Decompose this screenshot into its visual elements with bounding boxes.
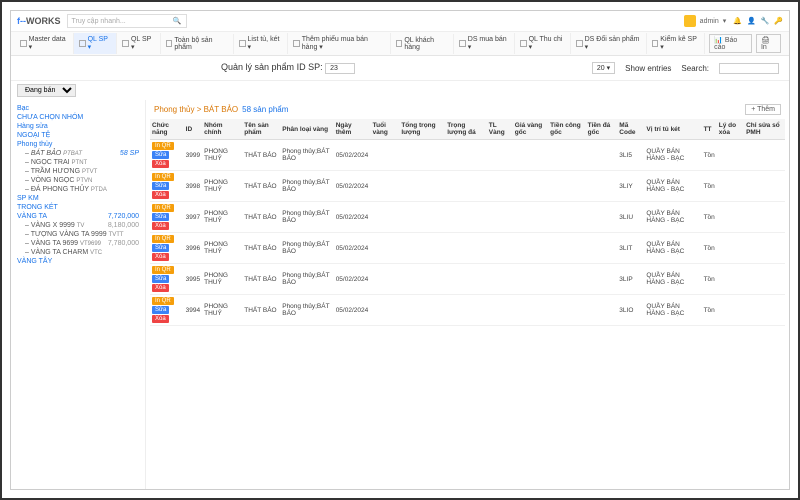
- nav-tab[interactable]: Thêm phiếu mua bán hàng ▾: [288, 33, 391, 54]
- key-icon[interactable]: 🔑: [774, 18, 783, 25]
- sidebar-group[interactable]: TRONG KÉT: [17, 203, 139, 212]
- sidebar-item[interactable]: – TRẦM HƯƠNG PTVT: [17, 167, 139, 176]
- column-header[interactable]: Tên sản phẩm: [242, 119, 280, 140]
- table-row: In QRSửaXóa3998PHONG THUỶTHẤT BẢOPhong t…: [150, 171, 785, 202]
- nav-tab[interactable]: Kiểm kê SP ▾: [647, 33, 705, 54]
- column-header[interactable]: Trọng lượng đá: [445, 119, 487, 140]
- sidebar-group[interactable]: Phong thủy: [17, 140, 139, 149]
- delete-button[interactable]: Xóa: [152, 160, 169, 168]
- column-header[interactable]: Ngày thêm: [334, 119, 371, 140]
- top-dropdown-icon[interactable]: ▾: [723, 17, 727, 25]
- sidebar-group[interactable]: CHƯA CHỌN NHÓM: [17, 113, 139, 122]
- table-row: In QRSửaXóa3995PHONG THUỶTHẤT BẢOPhong t…: [150, 264, 785, 295]
- qr-button[interactable]: In QR: [152, 142, 174, 150]
- delete-button[interactable]: Xóa: [152, 284, 169, 292]
- qr-button[interactable]: In QR: [152, 173, 174, 181]
- nav-tabs: Master data ▾QL SP ▾QL SP ▾Toàn bộ sản p…: [11, 32, 789, 56]
- sidebar-group[interactable]: SP KM: [17, 194, 139, 203]
- top-icons: 🔔 👤 🔧 🔑: [730, 17, 783, 25]
- user-icon[interactable]: 👤: [747, 18, 756, 25]
- column-header[interactable]: Nhóm chính: [202, 119, 242, 140]
- sidebar-group[interactable]: NGOẠI TỆ: [17, 131, 139, 140]
- column-header[interactable]: Giá vàng gốc: [513, 119, 548, 140]
- column-header[interactable]: ID: [184, 119, 202, 140]
- column-header[interactable]: Phân loại vàng: [280, 119, 333, 140]
- qr-button[interactable]: In QR: [152, 266, 174, 274]
- sidebar-item[interactable]: – NGỌC TRAI PTNT: [17, 158, 139, 167]
- nav-tab[interactable]: QL Thu chi ▾: [515, 33, 571, 54]
- qr-button[interactable]: In QR: [152, 297, 174, 305]
- quick-search-input[interactable]: Truy cập nhanh...: [67, 14, 187, 28]
- breadcrumb: Phong thủy > BÁT BẢO 58 sản phẩm + Thêm: [146, 100, 789, 119]
- entries-label: Show entries: [625, 64, 671, 73]
- edit-button[interactable]: Sửa: [152, 275, 169, 283]
- column-header[interactable]: Chức năng: [150, 119, 184, 140]
- edit-button[interactable]: Sửa: [152, 244, 169, 252]
- sidebar-item[interactable]: – VÀNG TA 9699 VT96997,780,000: [17, 239, 139, 248]
- table-row: In QRSửaXóa3996PHONG THUỶTHẤT BẢOPhong t…: [150, 233, 785, 264]
- logo: f--WORKS: [17, 16, 61, 26]
- column-header[interactable]: Tiền đá gốc: [586, 119, 618, 140]
- column-header[interactable]: Tuổi vàng: [371, 119, 400, 140]
- column-header[interactable]: Chỉ sửa sổ PMH: [744, 119, 785, 140]
- qr-button[interactable]: In QR: [152, 204, 174, 212]
- nav-tab[interactable]: DS mua bán ▾: [454, 33, 515, 54]
- nav-tab[interactable]: Master data ▾: [15, 33, 74, 54]
- edit-button[interactable]: Sửa: [152, 182, 169, 190]
- nav-tab[interactable]: QL SP ▾: [117, 33, 160, 54]
- sidebar-group[interactable]: VÀNG TÂY: [17, 257, 139, 266]
- edit-button[interactable]: Sửa: [152, 151, 169, 159]
- delete-button[interactable]: Xóa: [152, 253, 169, 261]
- nav-tab[interactable]: DS Đổi sản phẩm ▾: [571, 33, 647, 54]
- topbar: f--WORKS Truy cập nhanh... admin ▾ 🔔 👤 🔧…: [11, 11, 789, 32]
- product-table: Chức năngIDNhóm chínhTên sản phẩmPhân lo…: [150, 119, 785, 326]
- edit-button[interactable]: Sửa: [152, 213, 169, 221]
- table-row: In QRSửaXóa3997PHONG THUỶTHẤT BẢOPhong t…: [150, 202, 785, 233]
- sidebar-item[interactable]: – VÀNG TA CHARM VTC: [17, 248, 139, 257]
- bell-icon[interactable]: 🔔: [733, 18, 742, 25]
- page-title: Quản lý sản phẩm ID SP: 23: [221, 62, 355, 74]
- delete-button[interactable]: Xóa: [152, 222, 169, 230]
- sidebar-group[interactable]: Hàng sửa: [17, 122, 139, 131]
- table-row: In QRSửaXóa3999PHONG THUỶTHẤT BẢOPhong t…: [150, 140, 785, 171]
- delete-button[interactable]: Xóa: [152, 191, 169, 199]
- add-button[interactable]: + Thêm: [745, 104, 781, 115]
- nav-tab[interactable]: QL SP ▾: [74, 33, 117, 54]
- edit-button[interactable]: Sửa: [152, 306, 169, 314]
- username: admin: [700, 18, 719, 25]
- wrench-icon[interactable]: 🔧: [761, 18, 770, 25]
- search-label: Search:: [681, 64, 709, 73]
- column-header[interactable]: Mã Code: [617, 119, 644, 140]
- sidebar-item[interactable]: – VÒNG NGỌC PTVN: [17, 176, 139, 185]
- title-bar: Quản lý sản phẩm ID SP: 23 20 ▾ Show ent…: [11, 56, 789, 81]
- column-header[interactable]: Lý do xóa: [717, 119, 744, 140]
- status-filter[interactable]: Đang bán: [17, 84, 76, 97]
- nav-tab[interactable]: QL khách hàng: [391, 34, 454, 54]
- sidebar-group[interactable]: Bạc: [17, 104, 139, 113]
- qr-button[interactable]: In QR: [152, 235, 174, 243]
- sidebar-item[interactable]: – VÀNG X 9999 TV8,180,000: [17, 221, 139, 230]
- nav-tab[interactable]: Toàn bộ sản phẩm: [161, 34, 234, 54]
- table-search-input[interactable]: [719, 63, 779, 74]
- sidebar-item[interactable]: – ĐÁ PHONG THỦY PTDA: [17, 185, 139, 194]
- nav-tab[interactable]: List tủ, két ▾: [234, 33, 288, 54]
- column-header[interactable]: Vị trí tủ két: [644, 119, 701, 140]
- category-sidebar: BạcCHƯA CHỌN NHÓMHàng sửaNGOẠI TỆPhong t…: [11, 100, 146, 489]
- avatar[interactable]: [684, 15, 696, 27]
- column-header[interactable]: TL Vàng: [487, 119, 513, 140]
- column-header[interactable]: TT: [702, 119, 717, 140]
- breadcrumb-path: Phong thủy > BÁT BẢO: [154, 105, 238, 114]
- column-header[interactable]: Tiền công gốc: [548, 119, 585, 140]
- report-button[interactable]: 📊 Báo cáo: [709, 34, 752, 53]
- sidebar-item[interactable]: – TƯỢNG VÀNG TA 9999 TVTT: [17, 230, 139, 239]
- print-button[interactable]: 🖨 In: [756, 34, 781, 53]
- id-input[interactable]: 23: [325, 63, 355, 74]
- delete-button[interactable]: Xóa: [152, 315, 169, 323]
- entries-select[interactable]: 20 ▾: [592, 62, 615, 74]
- sidebar-group[interactable]: VÀNG TA7,720,000: [17, 212, 139, 221]
- table-row: In QRSửaXóa3994PHONG THUỶTHẤT BẢOPhong t…: [150, 295, 785, 326]
- column-header[interactable]: Tổng trọng lượng: [399, 119, 445, 140]
- breadcrumb-count: 58 sản phẩm: [242, 105, 288, 114]
- sidebar-item[interactable]: – BÁT BẢO PTBAT58 SP: [17, 149, 139, 158]
